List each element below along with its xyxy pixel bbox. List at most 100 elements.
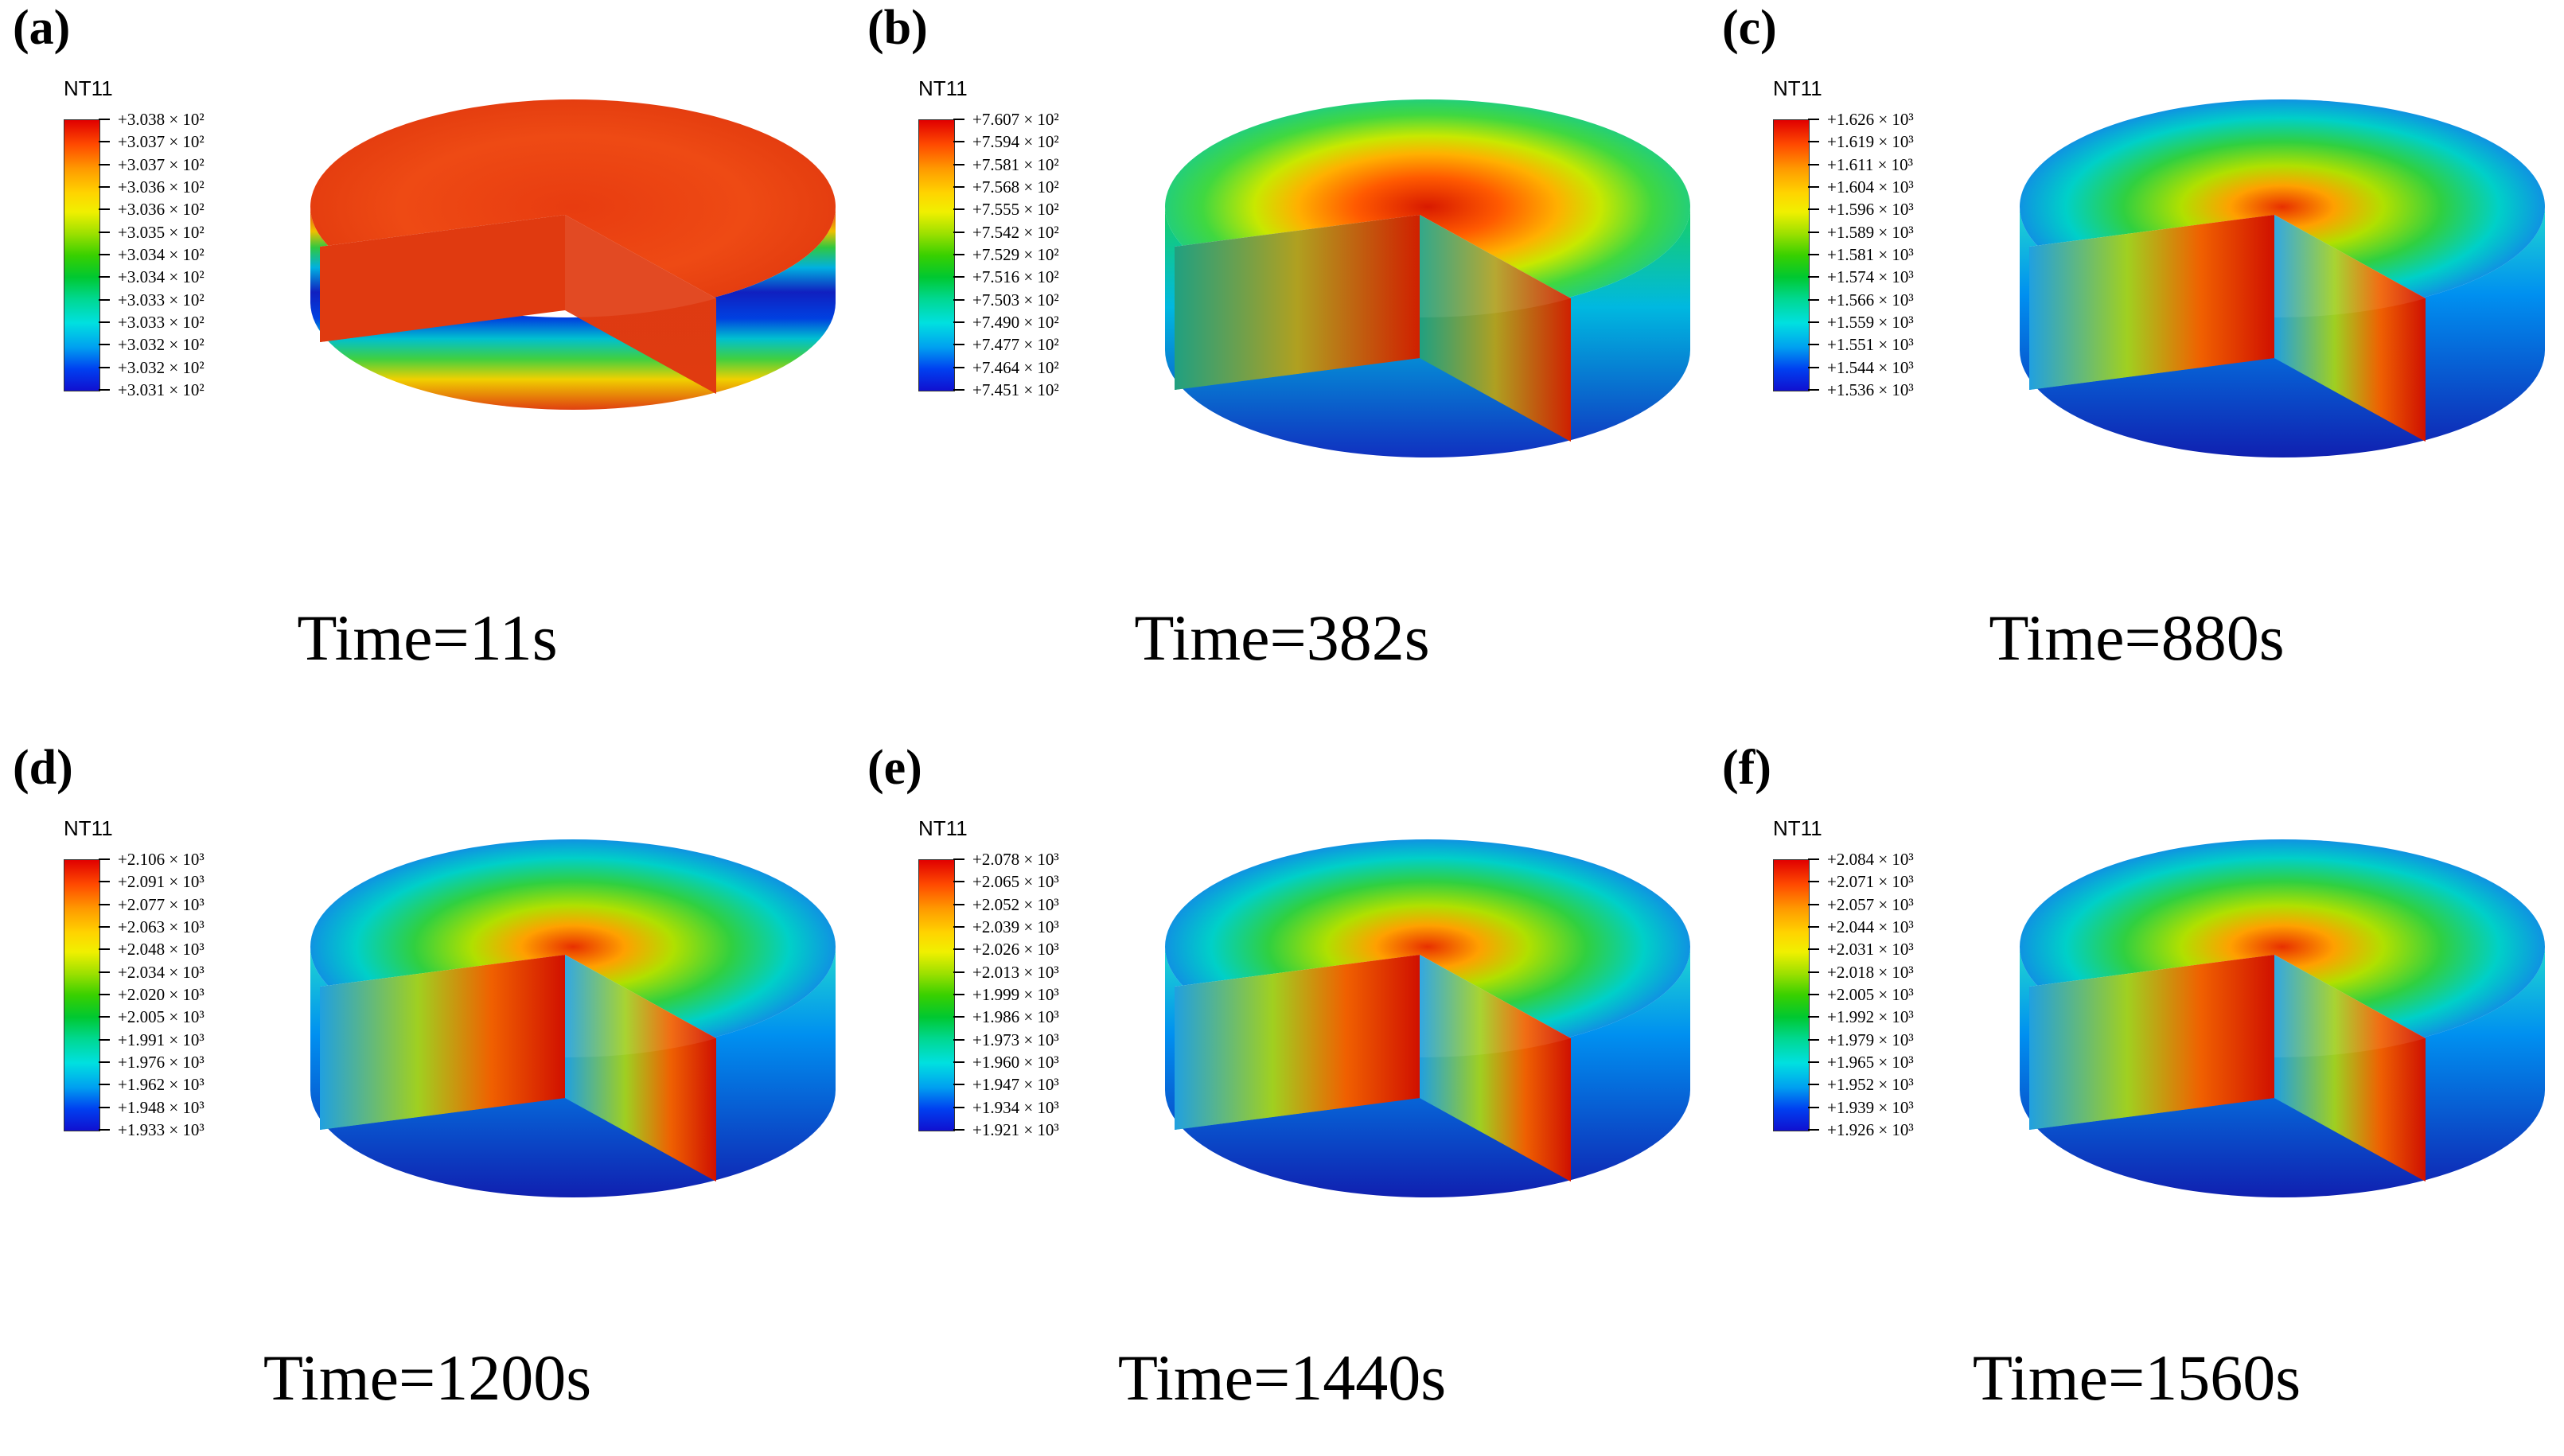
legend-value: +1.948 × 10³ [118, 1097, 205, 1117]
legend-tick [99, 208, 110, 211]
legend-tick [99, 948, 110, 951]
legend-tick [953, 298, 964, 301]
legend-value: +3.033 × 10² [118, 313, 205, 332]
legend-value: +2.034 × 10³ [118, 962, 205, 982]
legend-tick [1808, 321, 1819, 323]
legend-tick [99, 321, 110, 323]
legend-value: +1.973 × 10³ [972, 1030, 1059, 1049]
legend-tick [99, 119, 110, 120]
legend-value: +3.036 × 10² [118, 200, 205, 220]
legend-tick [1808, 903, 1819, 905]
color-legend-bar [64, 859, 100, 1131]
panel-label: (b) [867, 1, 928, 55]
legend-labels: +2.078 × 10³ +2.065 × 10³ +2.052 × 10³ +2.0… [972, 851, 1132, 1139]
panel-b: (b) NT11 +7.607 × 10² +7.594 × 10² +7.581 × … [855, 0, 1709, 716]
legend-tick [953, 994, 964, 995]
legend-tick [1808, 1016, 1819, 1018]
legend-tick [953, 1084, 964, 1086]
cut-face-left [320, 955, 565, 1130]
cylinder-render [310, 839, 836, 1197]
legend-tick [99, 1016, 110, 1018]
legend-tick [953, 389, 964, 391]
legend-value: +2.077 × 10³ [118, 894, 205, 914]
legend-tick [1808, 119, 1819, 120]
legend-tick [953, 1038, 964, 1041]
panel-label: (f) [1722, 741, 1771, 795]
legend-value: +2.018 × 10³ [1827, 962, 1914, 982]
legend-ticks [99, 858, 115, 1131]
legend-tick [99, 389, 110, 391]
legend-tick [953, 231, 964, 233]
legend-value: +7.490 × 10² [972, 313, 1059, 332]
legend-title: NT11 [918, 76, 968, 100]
legend-value: +7.542 × 10² [972, 222, 1059, 242]
legend-tick [1808, 389, 1819, 391]
legend-value: +1.596 × 10³ [1827, 200, 1914, 220]
legend-tick [953, 321, 964, 323]
legend-ticks [99, 119, 115, 391]
legend-title: NT11 [918, 816, 968, 840]
legend-value: +3.033 × 10² [118, 290, 205, 309]
legend-tick [1808, 298, 1819, 301]
legend-tick [99, 344, 110, 346]
legend-tick [1808, 1038, 1819, 1041]
legend-ticks [1808, 119, 1824, 391]
time-caption: Time=1440s [1117, 1341, 1447, 1414]
legend-value: +7.516 × 10² [972, 267, 1059, 287]
legend-value: +3.034 × 10² [118, 267, 205, 287]
cut-face-right [565, 955, 716, 1182]
legend-tick [99, 186, 110, 188]
cut-face-right [2274, 955, 2426, 1182]
legend-value: +1.619 × 10³ [1827, 132, 1914, 152]
cut-face-right [1420, 215, 1571, 442]
legend-value: +1.551 × 10³ [1827, 335, 1914, 355]
legend-labels: +3.038 × 10² +3.037 × 10² +3.037 × 10² +3.0… [118, 111, 277, 399]
legend-value: +1.952 × 10³ [1827, 1075, 1914, 1095]
legend-tick [1808, 948, 1819, 951]
legend-labels: +7.607 × 10² +7.594 × 10² +7.581 × 10² +7.5… [972, 111, 1132, 399]
legend-tick [1808, 1084, 1819, 1086]
cylinder-render [1165, 99, 1690, 457]
legend-tick [99, 994, 110, 995]
time-caption: Time=1200s [263, 1341, 592, 1414]
cylinder-render [2020, 99, 2545, 457]
panel-c: (c) NT11 +1.626 × 10³ +1.619 × 10³ +1.611 × … [1709, 0, 2564, 716]
legend-labels: +1.626 × 10³ +1.619 × 10³ +1.611 × 10³ +1.6… [1827, 110, 1986, 399]
legend-tick [1808, 141, 1819, 143]
legend-value: +1.976 × 10³ [118, 1053, 205, 1072]
legend-value: +7.464 × 10² [972, 357, 1059, 377]
cut-face-left [2029, 955, 2274, 1130]
color-legend-bar [918, 119, 955, 391]
legend-value: +1.986 × 10³ [972, 1007, 1059, 1027]
legend-tick [953, 276, 964, 278]
legend-tick [99, 903, 110, 905]
cylinder-render [1165, 839, 1690, 1197]
legend-tick [1808, 926, 1819, 928]
legend-value: +1.544 × 10³ [1827, 357, 1914, 377]
legend-tick [953, 1016, 964, 1018]
time-caption: Time=880s [1989, 601, 2285, 674]
legend-ticks [1808, 858, 1824, 1131]
legend-value: +3.034 × 10² [118, 245, 205, 264]
legend-tick [953, 926, 964, 928]
legend-value: +1.960 × 10³ [972, 1053, 1059, 1072]
legend-value: +7.529 × 10² [972, 245, 1059, 264]
legend-value: +1.992 × 10³ [1827, 1007, 1914, 1027]
legend-value: +1.962 × 10³ [118, 1075, 205, 1095]
legend-value: +2.091 × 10³ [118, 872, 205, 892]
legend-title: NT11 [1773, 76, 1822, 100]
legend-value: +1.921 × 10³ [972, 1120, 1059, 1139]
panel-label: (c) [1722, 1, 1777, 55]
panel-f: (f) NT11 +2.084 × 10³ +2.071 × 10³ +2.057 × … [1709, 740, 2564, 1456]
legend-tick [99, 1084, 110, 1086]
legend-tick [953, 1061, 964, 1063]
legend-value: +3.032 × 10² [118, 357, 205, 377]
legend-tick [99, 1038, 110, 1041]
legend-title: NT11 [1773, 816, 1822, 840]
legend-value: +2.057 × 10³ [1827, 894, 1914, 914]
cylinder-render [310, 99, 836, 410]
legend-tick [953, 163, 964, 165]
legend-value: +7.451 × 10² [972, 380, 1059, 399]
legend-value: +1.933 × 10³ [118, 1120, 205, 1139]
legend-value: +1.626 × 10³ [1827, 110, 1914, 129]
